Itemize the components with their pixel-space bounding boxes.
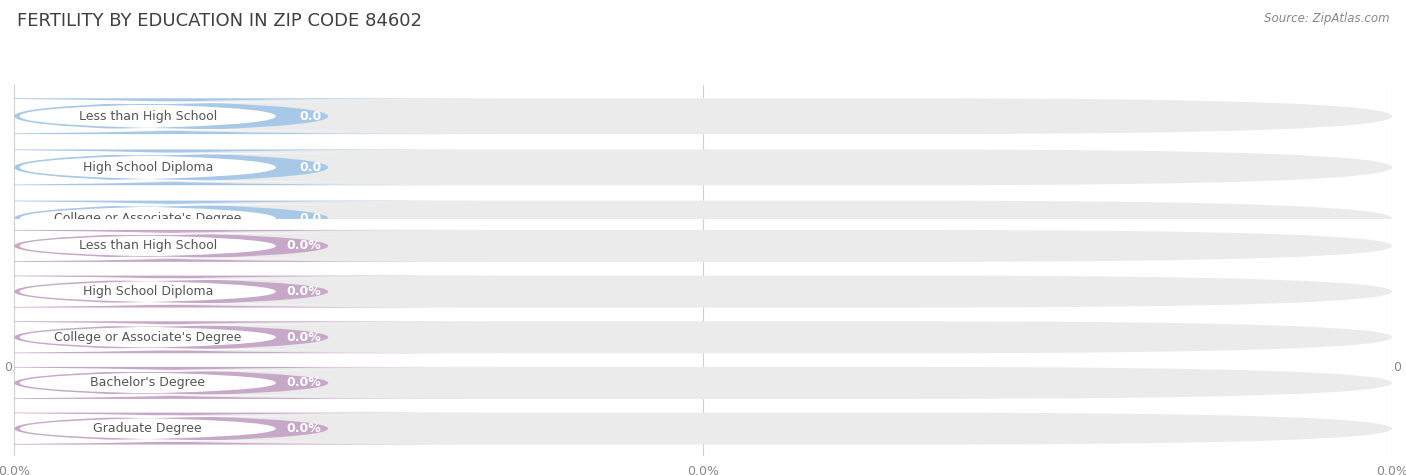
FancyBboxPatch shape bbox=[0, 324, 405, 350]
FancyBboxPatch shape bbox=[0, 367, 496, 399]
Text: 0.0%: 0.0% bbox=[287, 422, 322, 435]
Text: 0.0: 0.0 bbox=[299, 110, 322, 123]
FancyBboxPatch shape bbox=[0, 413, 496, 445]
FancyBboxPatch shape bbox=[0, 230, 496, 262]
Text: Less than High School: Less than High School bbox=[79, 110, 217, 123]
Text: 0.0%: 0.0% bbox=[287, 331, 322, 344]
FancyBboxPatch shape bbox=[14, 200, 1392, 237]
FancyBboxPatch shape bbox=[0, 153, 405, 181]
Text: High School Diploma: High School Diploma bbox=[83, 161, 212, 174]
FancyBboxPatch shape bbox=[0, 279, 405, 304]
FancyBboxPatch shape bbox=[0, 150, 496, 185]
FancyBboxPatch shape bbox=[14, 413, 1392, 445]
FancyBboxPatch shape bbox=[0, 200, 496, 237]
Text: College or Associate's Degree: College or Associate's Degree bbox=[53, 331, 242, 344]
FancyBboxPatch shape bbox=[0, 416, 405, 441]
Text: FERTILITY BY EDUCATION IN ZIP CODE 84602: FERTILITY BY EDUCATION IN ZIP CODE 84602 bbox=[17, 12, 422, 30]
Text: College or Associate's Degree: College or Associate's Degree bbox=[53, 212, 242, 225]
FancyBboxPatch shape bbox=[0, 303, 496, 339]
FancyBboxPatch shape bbox=[14, 230, 1392, 262]
FancyBboxPatch shape bbox=[14, 321, 1392, 353]
FancyBboxPatch shape bbox=[0, 233, 405, 259]
Text: Graduate Degree: Graduate Degree bbox=[93, 314, 202, 327]
Text: High School Diploma: High School Diploma bbox=[83, 285, 212, 298]
Text: 0.0%: 0.0% bbox=[287, 239, 322, 252]
Text: 0.0: 0.0 bbox=[299, 314, 322, 327]
FancyBboxPatch shape bbox=[0, 256, 405, 284]
FancyBboxPatch shape bbox=[14, 150, 1392, 185]
FancyBboxPatch shape bbox=[0, 98, 496, 134]
Text: Bachelor's Degree: Bachelor's Degree bbox=[90, 263, 205, 276]
Text: 0.0%: 0.0% bbox=[287, 285, 322, 298]
FancyBboxPatch shape bbox=[0, 102, 405, 131]
FancyBboxPatch shape bbox=[14, 367, 1392, 399]
Text: 0.0%: 0.0% bbox=[287, 376, 322, 390]
FancyBboxPatch shape bbox=[0, 204, 405, 233]
FancyBboxPatch shape bbox=[14, 98, 1392, 134]
Text: 0.0: 0.0 bbox=[299, 212, 322, 225]
Text: Less than High School: Less than High School bbox=[79, 239, 217, 252]
FancyBboxPatch shape bbox=[0, 252, 496, 287]
FancyBboxPatch shape bbox=[0, 276, 496, 308]
Text: 0.0: 0.0 bbox=[299, 161, 322, 174]
Text: 0.0: 0.0 bbox=[299, 263, 322, 276]
Text: Source: ZipAtlas.com: Source: ZipAtlas.com bbox=[1264, 12, 1389, 25]
FancyBboxPatch shape bbox=[0, 306, 405, 335]
FancyBboxPatch shape bbox=[14, 303, 1392, 339]
FancyBboxPatch shape bbox=[0, 370, 405, 396]
FancyBboxPatch shape bbox=[0, 321, 496, 353]
Text: Bachelor's Degree: Bachelor's Degree bbox=[90, 376, 205, 390]
FancyBboxPatch shape bbox=[14, 276, 1392, 308]
Text: Graduate Degree: Graduate Degree bbox=[93, 422, 202, 435]
FancyBboxPatch shape bbox=[14, 252, 1392, 287]
